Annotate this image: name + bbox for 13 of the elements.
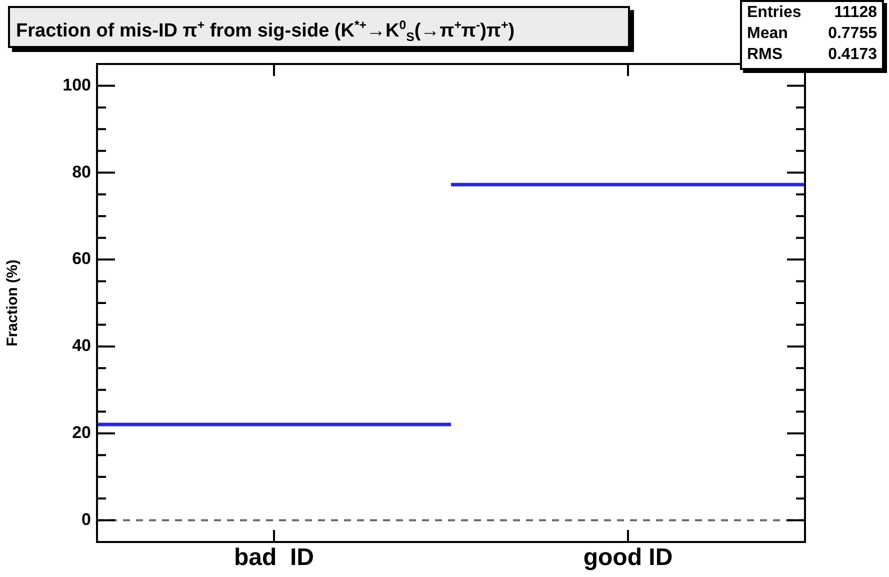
y-tick-label: 100 (62, 75, 91, 94)
y-tick-label: 80 (72, 162, 91, 182)
chart-title: Fraction of mis-ID π$^{+}$ from sig-side (K$^{*+}$→K$^{0}$$_{S}$(→π$^{+}$π$^{-}$)π$^{+}$) (16, 18, 515, 44)
y-tick-label: 60 (72, 249, 91, 268)
x-tick-label: good ID (583, 544, 673, 572)
text: RMS 0.4173 (747, 46, 877, 63)
text: Mean 0.7755 (747, 25, 877, 42)
y-tick-label: 0 (82, 510, 91, 529)
y-axis-title: Fraction (%) (4, 260, 22, 346)
text: Entries 11128 (747, 4, 877, 21)
y-tick-label: 20 (72, 423, 91, 442)
x-tick-label: bad ID (234, 544, 314, 572)
y-tick-label: 40 (72, 336, 91, 356)
